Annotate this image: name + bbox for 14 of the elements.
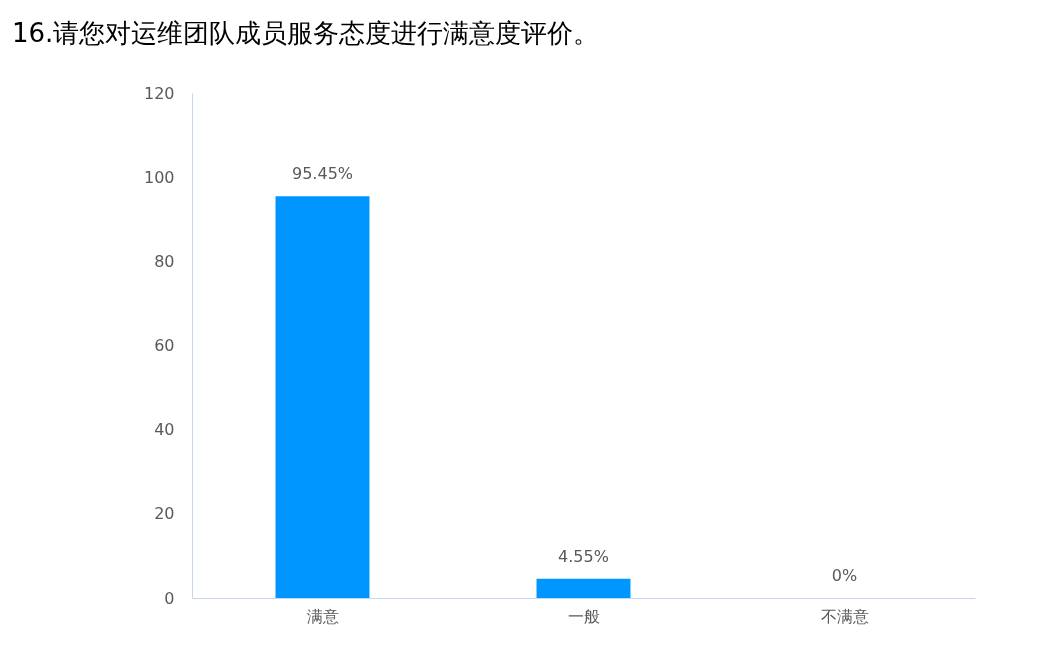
- y-tick-label: 60: [154, 336, 175, 355]
- y-tick-label: 80: [154, 251, 175, 271]
- y-tick-label: 0: [164, 588, 175, 608]
- y-tick-label: 20: [154, 504, 175, 524]
- y-tick-label: 120: [143, 83, 175, 103]
- x-tick-label: 满意: [306, 606, 339, 626]
- data-label: 95.45%: [291, 164, 354, 184]
- x-tick-label: 不满意: [820, 606, 869, 626]
- data-label: 0%: [831, 566, 858, 585]
- y-tick-label: 40: [154, 420, 175, 440]
- chart-title: 16.请您对运维团队成员服务态度进行满意度评价。: [12, 17, 600, 50]
- y-tick-label: 100: [143, 167, 175, 187]
- data-label: 4.55%: [558, 546, 609, 566]
- x-tick-label: 一般: [567, 606, 600, 626]
